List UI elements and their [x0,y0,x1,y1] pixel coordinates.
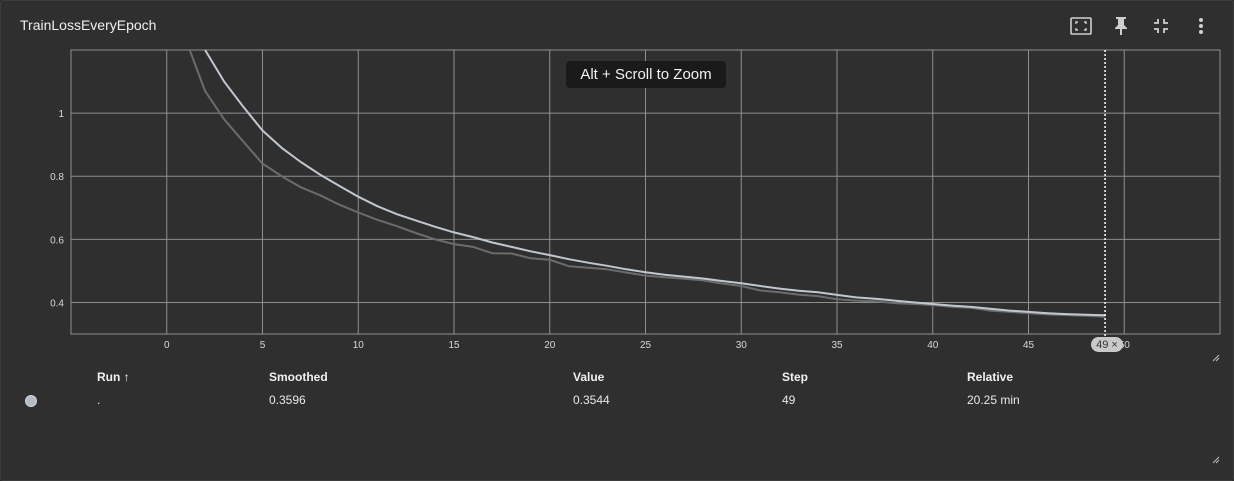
cell-smoothed: 0.3596 [269,393,306,407]
card-title: TrainLossEveryEpoch [20,17,157,33]
more-options-button[interactable] [1181,13,1221,39]
collapse-icon [1154,19,1168,33]
cell-relative: 20.25 min [967,393,1020,407]
chart-ticks: 0 5 10 15 20 25 30 35 40 45 50 0.4 0.6 0.8 1 [50,109,1130,351]
fit-domain-button[interactable] [1061,13,1101,39]
y-tick-label: 0.4 [50,298,64,309]
series-line-smoothed [204,49,1106,317]
zoom-hint-tooltip: Alt + Scroll to Zoom [566,61,726,88]
column-header-run[interactable]: Run ↑ [97,370,130,384]
pin-icon [1115,17,1127,35]
y-tick-label: 0.6 [50,235,64,246]
collapse-button[interactable] [1141,13,1181,39]
column-header-value[interactable]: Value [573,370,605,384]
step-badge[interactable]: 49 × [1091,337,1123,352]
x-tick-label: 45 [1023,340,1035,351]
column-header-smoothed[interactable]: Smoothed [269,370,328,384]
x-tick-label: 25 [640,340,652,351]
x-tick-label: 0 [164,340,170,351]
line-chart[interactable]: 0 5 10 15 20 25 30 35 40 45 50 0.4 0.6 0.8 1 [1,1,1233,361]
x-tick-label: 10 [353,340,365,351]
fit-domain-icon [1070,17,1092,35]
more-vert-icon [1199,18,1203,34]
series-line-value [188,49,1106,318]
table-resize-handle-icon[interactable] [1212,456,1220,464]
x-tick-label: 15 [448,340,460,351]
card-toolbar [1061,13,1221,39]
cell-step: 49 [782,393,796,407]
x-tick-label: 50 [1119,340,1131,351]
column-header-step[interactable]: Step [782,370,809,384]
cell-run: . [97,393,101,407]
chart-resize-handle-icon[interactable] [1212,354,1220,362]
column-header-relative[interactable]: Relative [967,370,1014,384]
cell-value: 0.3544 [573,393,610,407]
x-tick-label: 40 [927,340,939,351]
x-tick-label: 30 [736,340,748,351]
x-tick-label: 5 [260,340,266,351]
run-color-dot [25,395,37,407]
y-tick-label: 0.8 [50,172,64,183]
x-tick-label: 20 [544,340,556,351]
pin-button[interactable] [1101,13,1141,39]
chart-series [188,49,1106,318]
chart-grid [70,49,1221,335]
y-tick-label: 1 [58,109,64,120]
x-tick-label: 35 [831,340,843,351]
